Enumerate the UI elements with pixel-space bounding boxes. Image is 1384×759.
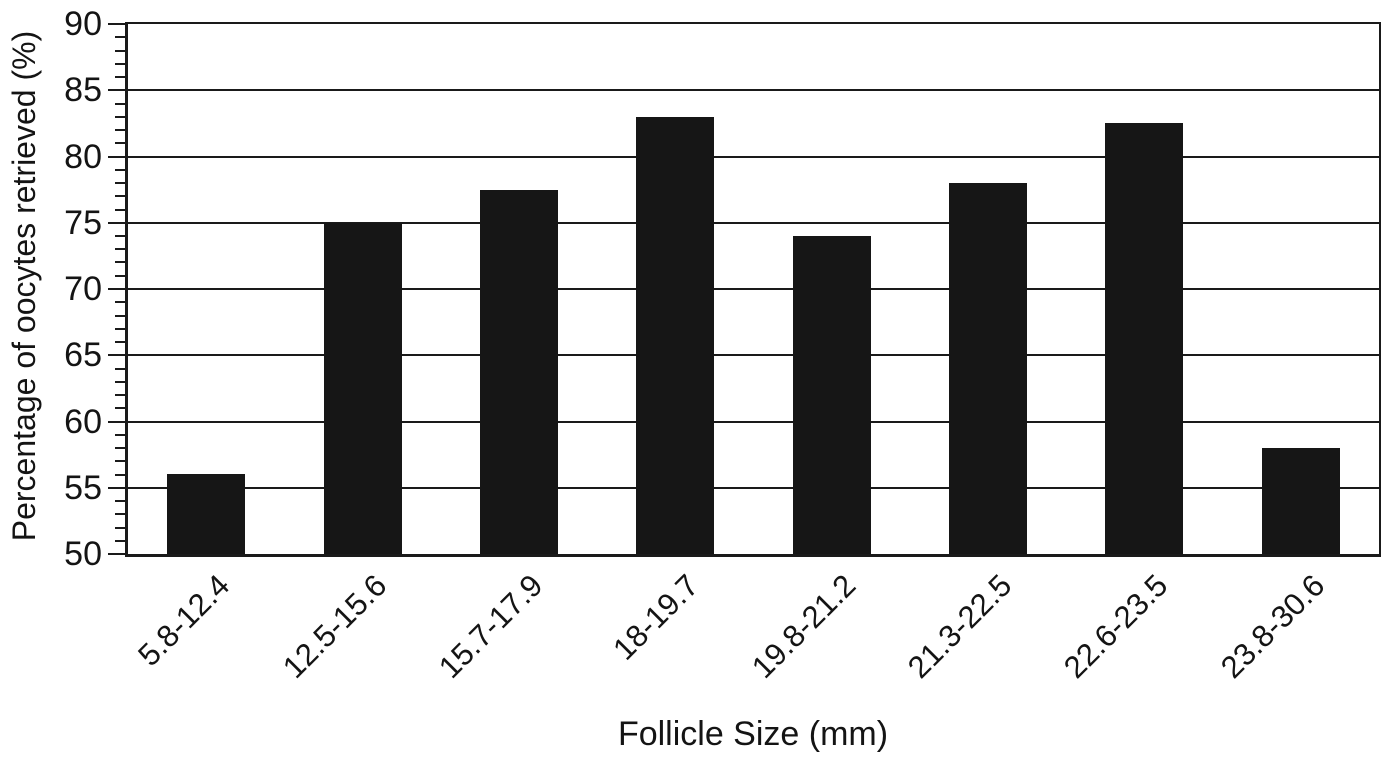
y-minor-tick [115,434,125,436]
y-minor-tick [115,235,125,237]
y-minor-tick [115,527,125,529]
y-major-tick [108,222,125,224]
y-minor-tick [115,182,125,184]
y-tick-label-65: 65 [64,336,102,374]
y-minor-tick [115,540,125,542]
y-minor-tick [115,315,125,317]
y-minor-tick [115,195,125,197]
x-tick-label-22.6-23.5: 22.6-23.5 [1056,567,1175,685]
y-tick-label-85: 85 [64,71,102,109]
y-major-tick [108,156,125,158]
y-minor-tick [115,460,125,462]
y-minor-tick [115,328,125,330]
x-tick-label-18-19.7: 18-19.7 [606,567,706,667]
y-minor-tick [115,500,125,502]
x-tick-label-23.8-30.6: 23.8-30.6 [1213,567,1332,685]
bar-15.7-17.9 [480,190,558,554]
y-major-tick [108,487,125,489]
gridline-y-80 [128,156,1379,158]
bar-22.6-23.5 [1105,123,1183,554]
x-axis-title: Follicle Size (mm) [617,715,889,753]
bar-19.8-21.2 [793,236,871,554]
x-tick-label-21.3-22.5: 21.3-22.5 [900,567,1019,685]
y-minor-tick [115,129,125,131]
y-minor-tick [115,116,125,118]
y-tick-label-50: 50 [64,535,102,573]
x-tick-label-12.5-15.6: 12.5-15.6 [275,567,394,685]
y-minor-tick [115,63,125,65]
y-minor-tick [115,248,125,250]
plot-area [108,22,1381,557]
y-tick-label-75: 75 [64,204,102,242]
y-major-tick [108,553,125,555]
y-tick-label-60: 60 [64,403,102,441]
bar-23.8-30.6 [1262,448,1340,554]
y-minor-tick [115,103,125,105]
y-minor-tick [115,447,125,449]
bar-18-19.7 [636,117,714,554]
y-minor-tick [115,368,125,370]
y-minor-tick [115,50,125,52]
bar-21.3-22.5 [949,183,1027,554]
y-major-tick [108,89,125,91]
y-minor-tick [115,142,125,144]
x-tick-label-5.8-12.4: 5.8-12.4 [131,567,237,673]
y-minor-tick [115,513,125,515]
y-major-tick [108,288,125,290]
y-minor-tick [115,474,125,476]
x-tick-label-15.7-17.9: 15.7-17.9 [431,567,550,685]
y-minor-tick [115,301,125,303]
y-major-tick [108,23,125,25]
y-major-tick [108,354,125,356]
y-tick-label-55: 55 [64,469,102,507]
gridline-y-70 [128,288,1379,290]
y-minor-tick [115,76,125,78]
y-tick-label-70: 70 [64,270,102,308]
y-minor-tick [115,381,125,383]
y-tick-label-80: 80 [64,138,102,176]
y-major-tick [108,421,125,423]
gridline-y-85 [128,89,1379,91]
y-minor-tick [115,275,125,277]
y-minor-tick [115,36,125,38]
gridline-y-75 [128,222,1379,224]
gridline-y-65 [128,354,1379,356]
bar-12.5-15.6 [324,223,402,554]
y-tick-label-90: 90 [64,5,102,43]
gridline-y-60 [128,421,1379,423]
y-minor-tick [115,407,125,409]
gridline-y-55 [128,487,1379,489]
y-minor-tick [115,394,125,396]
x-tick-label-19.8-21.2: 19.8-21.2 [744,567,863,685]
y-minor-tick [115,169,125,171]
bar-5.8-12.4 [167,474,245,554]
y-minor-tick [115,341,125,343]
y-minor-tick [115,209,125,211]
y-minor-tick [115,261,125,263]
